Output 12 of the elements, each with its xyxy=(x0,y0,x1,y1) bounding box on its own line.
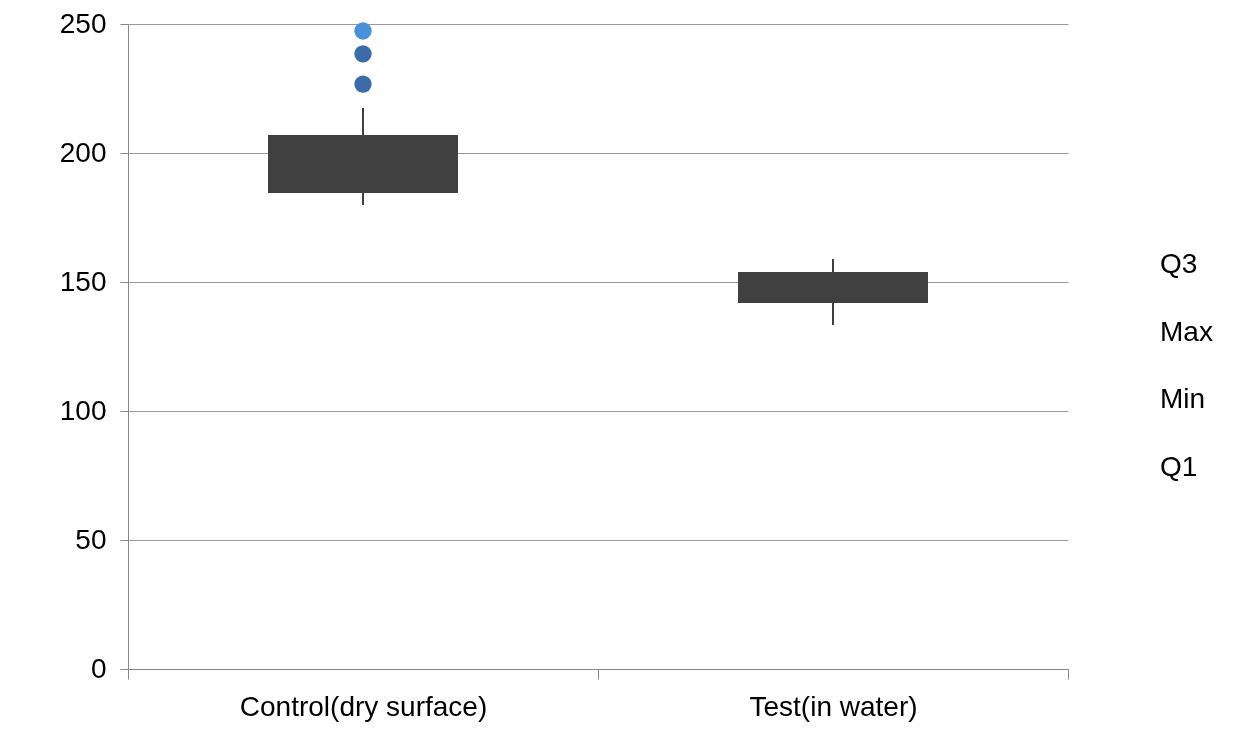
y-tick-label: 200 xyxy=(59,136,107,168)
x-tick-label: Control(dry surface) xyxy=(239,690,488,722)
y-tick-label: 100 xyxy=(59,394,107,426)
text: Q1 xyxy=(1160,450,1198,482)
y-tick-label: 250 xyxy=(59,7,107,39)
text: Max xyxy=(1160,315,1213,347)
y-tick-label: 50 xyxy=(75,523,107,555)
y-tick-label: 150 xyxy=(59,265,107,297)
text: Min xyxy=(1160,383,1206,414)
y-tick-label: 0 xyxy=(90,652,107,684)
x-tick-label: Test(in water) xyxy=(749,690,918,722)
text: Q3 xyxy=(1160,248,1198,279)
